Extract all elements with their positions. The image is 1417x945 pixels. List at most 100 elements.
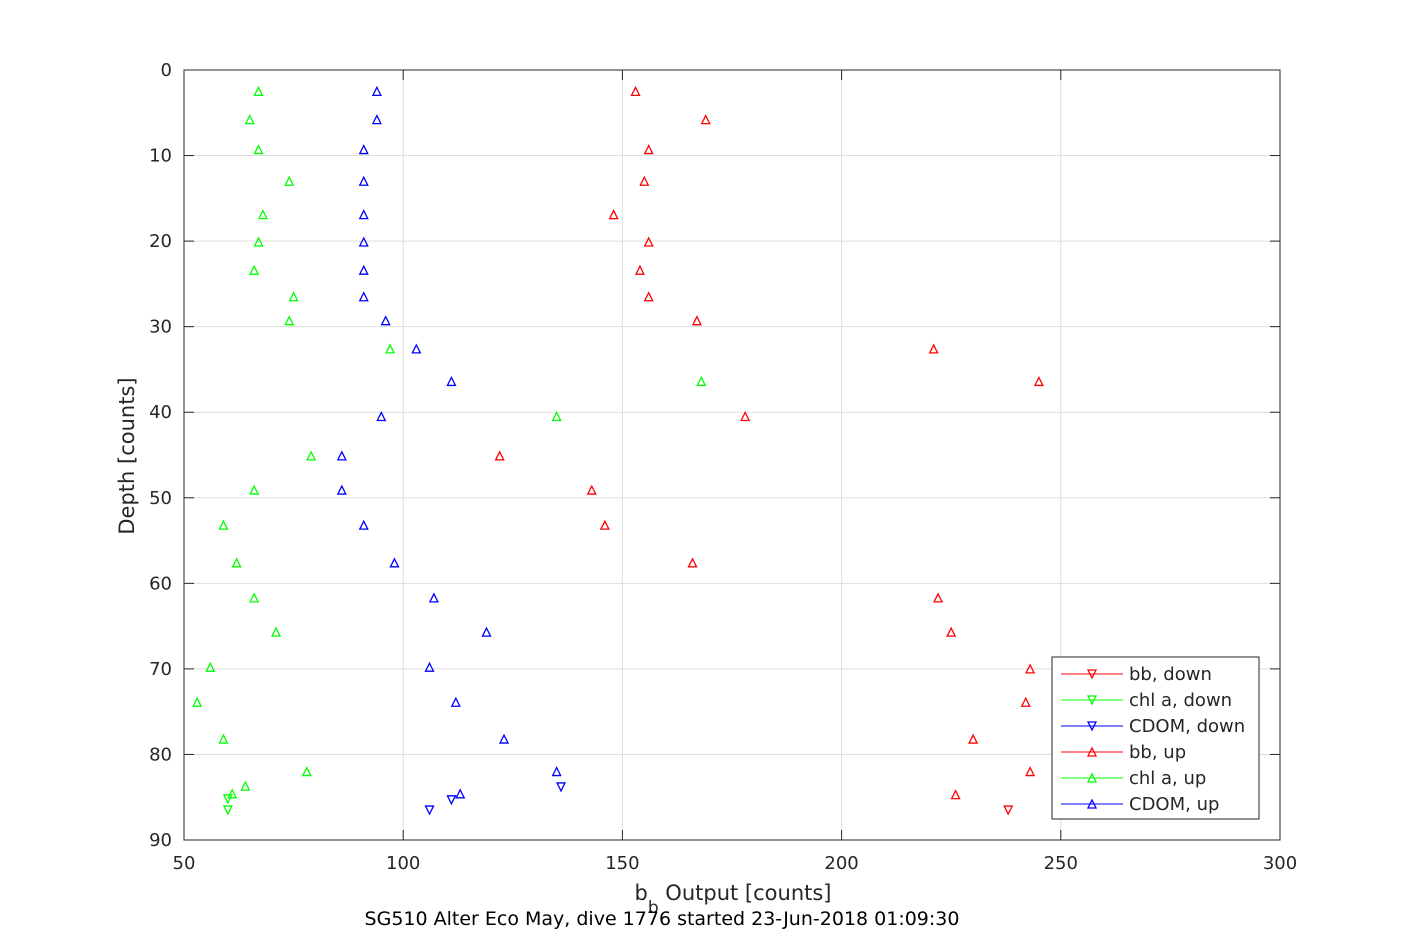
data-point — [424, 805, 435, 816]
y-tick-label: 80 — [149, 744, 172, 765]
data-point — [928, 343, 939, 354]
data-point — [244, 114, 255, 125]
data-point — [932, 592, 944, 603]
data-point — [284, 315, 295, 326]
data-point — [450, 696, 461, 707]
series-chl-a-down — [222, 794, 233, 816]
data-point — [384, 343, 396, 354]
data-point — [376, 411, 387, 422]
data-markers — [192, 85, 1044, 816]
y-tick-label: 30 — [149, 317, 172, 338]
data-point — [630, 85, 641, 97]
data-point — [424, 661, 435, 672]
data-point — [696, 375, 707, 387]
data-point — [555, 782, 567, 793]
data-point — [380, 315, 391, 326]
data-point — [192, 696, 203, 707]
series-cdom-up — [336, 85, 562, 799]
y-tick-label: 0 — [161, 60, 172, 81]
data-point — [586, 484, 597, 495]
data-point — [634, 264, 645, 275]
x-axis-label: bb Output [counts] — [634, 881, 831, 918]
data-point — [218, 519, 229, 530]
data-point — [288, 291, 299, 302]
data-point — [1025, 663, 1036, 674]
legend-entry-label: chl a, down — [1129, 690, 1232, 711]
data-point — [227, 788, 238, 799]
data-point — [494, 450, 505, 461]
data-point — [253, 85, 264, 97]
y-axis-label: Depth [counts] — [115, 377, 139, 534]
y-tick-label: 20 — [149, 231, 172, 252]
legend-marker — [1086, 721, 1098, 732]
legend-entry-label: CDOM, up — [1129, 794, 1219, 815]
data-point — [700, 114, 711, 125]
data-point — [389, 557, 400, 568]
data-point — [946, 626, 957, 637]
data-point — [639, 175, 650, 186]
data-point — [551, 766, 562, 777]
data-point — [481, 626, 492, 637]
data-point — [358, 144, 369, 155]
x-tick-label: 100 — [386, 853, 420, 874]
data-point — [222, 805, 233, 816]
series-cdom-down — [424, 782, 567, 816]
y-tick-label: 40 — [149, 402, 172, 423]
legend-marker — [1086, 695, 1098, 706]
data-point — [428, 592, 439, 603]
legend-entry-label: chl a, up — [1129, 768, 1206, 789]
data-point — [358, 264, 369, 275]
data-point — [253, 236, 264, 247]
axis-ticks — [183, 69, 1281, 841]
data-point — [1020, 696, 1031, 707]
data-point — [968, 733, 979, 744]
data-point — [740, 411, 751, 422]
data-point — [455, 788, 466, 799]
data-point — [231, 557, 242, 568]
legend-marker — [1086, 746, 1098, 757]
plot-frame — [183, 69, 1281, 841]
legend-box — [1051, 656, 1260, 820]
data-point — [218, 733, 229, 744]
x-tick-label: 300 — [1263, 853, 1297, 874]
grid — [183, 69, 1281, 841]
data-point — [249, 264, 260, 275]
y-tick-label: 10 — [149, 146, 172, 167]
x-tick-label: 200 — [824, 853, 858, 874]
legend: bb, down chl a, down CDOM, down bb, up chl a… — [1051, 656, 1260, 820]
data-point — [551, 411, 562, 422]
data-point — [205, 661, 216, 672]
data-point — [336, 484, 347, 495]
data-point — [643, 291, 654, 302]
data-point — [336, 450, 347, 461]
data-point — [599, 519, 610, 530]
data-point — [358, 209, 369, 220]
data-point — [249, 592, 260, 603]
data-point — [249, 484, 260, 495]
x-axis-label-rest: Output [counts] — [659, 881, 832, 905]
x-tick-label: 150 — [605, 853, 639, 874]
x-tick-labels: 50 100 150 200 250 300 — [173, 853, 1298, 874]
data-point — [284, 175, 295, 186]
data-point — [446, 375, 457, 387]
data-point — [271, 626, 282, 637]
data-point — [371, 85, 382, 97]
data-point — [643, 236, 654, 247]
x-tick-label: 50 — [173, 853, 196, 874]
data-point — [1033, 375, 1044, 387]
y-tick-labels: 0 10 20 30 40 50 60 70 80 90 — [149, 60, 172, 851]
legend-entry-label: CDOM, down — [1129, 716, 1245, 737]
data-point — [1003, 805, 1014, 816]
data-point — [222, 794, 233, 805]
chart-caption: SG510 Alter Eco May, dive 1776 started 2… — [365, 908, 960, 930]
data-point — [643, 144, 654, 155]
y-tick-label: 70 — [149, 659, 172, 680]
data-point — [1025, 766, 1036, 777]
legend-marker — [1086, 798, 1098, 809]
data-point — [301, 766, 312, 777]
series-bb-up — [494, 85, 1044, 800]
data-point — [358, 291, 369, 302]
x-axis-label-subscript: b — [648, 898, 659, 918]
data-point — [240, 780, 251, 791]
